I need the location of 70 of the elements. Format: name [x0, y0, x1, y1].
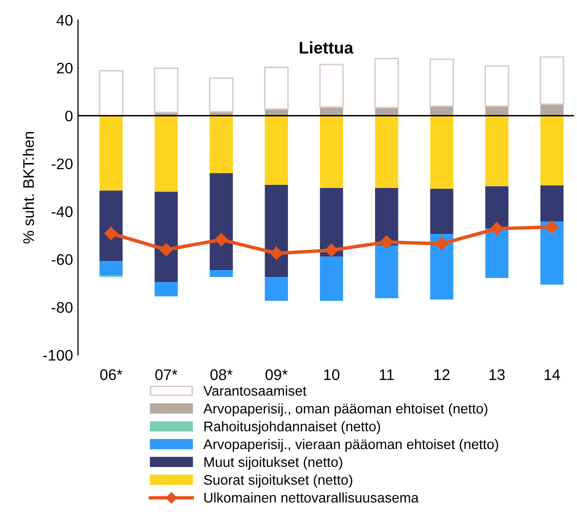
x-tick-label: 14 — [544, 369, 560, 380]
y-tick-label: 40 — [56, 14, 73, 26]
y-tick-label: -80 — [52, 302, 73, 313]
y-tick-label: -60 — [52, 254, 73, 265]
bar — [210, 116, 233, 174]
bar — [264, 184, 288, 278]
y-tick-label: -40 — [52, 206, 73, 218]
bar — [99, 116, 123, 191]
bar — [430, 234, 454, 300]
x-tick-label: 13 — [490, 369, 505, 380]
bar — [154, 282, 178, 296]
point — [270, 246, 283, 260]
bar — [264, 66, 289, 110]
x-tick-label: 08* — [210, 369, 233, 380]
bar — [485, 186, 508, 229]
x-tick-label: 10 — [324, 369, 340, 380]
y-tick-label: -100 — [43, 350, 73, 361]
point — [324, 244, 338, 257]
bar — [485, 116, 508, 186]
point — [104, 226, 118, 240]
bar — [430, 116, 454, 189]
legend-label: Muut sijoitukset (netto) — [204, 456, 342, 470]
legend-label: Arvopaperisij., oman pääoman ehtoiset (netto) — [203, 403, 488, 416]
bar — [484, 65, 510, 107]
x-tick-label: 11 — [380, 369, 394, 380]
point — [160, 243, 173, 256]
bar — [264, 277, 288, 301]
bar — [320, 188, 344, 257]
bar — [319, 64, 344, 108]
y-tick-label: -20 — [52, 158, 73, 170]
bar — [540, 56, 564, 105]
legend-label: Suorat sijoitukset (netto) — [204, 474, 352, 488]
bar — [320, 256, 344, 301]
bar — [375, 116, 398, 188]
point — [380, 235, 394, 249]
bar — [320, 116, 344, 188]
bar — [264, 116, 288, 185]
x-tick-label: 06* — [100, 369, 122, 380]
y-tick-label: 0 — [65, 110, 73, 122]
legend-label: Ulkomainen nettovarallisuusasema — [204, 492, 419, 503]
point — [435, 237, 448, 250]
bar — [540, 185, 564, 222]
bar — [374, 58, 399, 108]
bar — [485, 228, 508, 278]
bar — [540, 222, 564, 285]
text: Liettua — [300, 41, 354, 54]
bar — [375, 246, 398, 298]
bar — [430, 188, 454, 234]
y-tick-label: 20 — [56, 62, 73, 74]
point — [214, 233, 228, 246]
bar — [210, 270, 233, 277]
x-tick-label: 12 — [434, 369, 450, 380]
bar — [154, 116, 178, 192]
legend-label: Varantosaamiset — [203, 386, 306, 396]
bar — [210, 173, 233, 270]
bar — [209, 77, 234, 112]
x-tick-label: 09* — [266, 369, 288, 380]
legend-label: Arvopaperisij., vieraan pääoman ehtoiset (netto) — [203, 438, 498, 452]
bar — [429, 58, 454, 107]
bar — [98, 70, 124, 116]
point — [545, 220, 559, 234]
y-axis-title: % suht. BKT:hen — [22, 132, 34, 244]
bar — [154, 192, 178, 282]
point — [490, 222, 504, 236]
bar — [99, 261, 123, 276]
x-tick-label: 07* — [155, 369, 178, 380]
bar — [540, 116, 564, 186]
bar — [99, 190, 123, 262]
bar — [154, 68, 178, 114]
legend-label: Rahoitusjohdannaiset (netto) — [204, 421, 380, 434]
